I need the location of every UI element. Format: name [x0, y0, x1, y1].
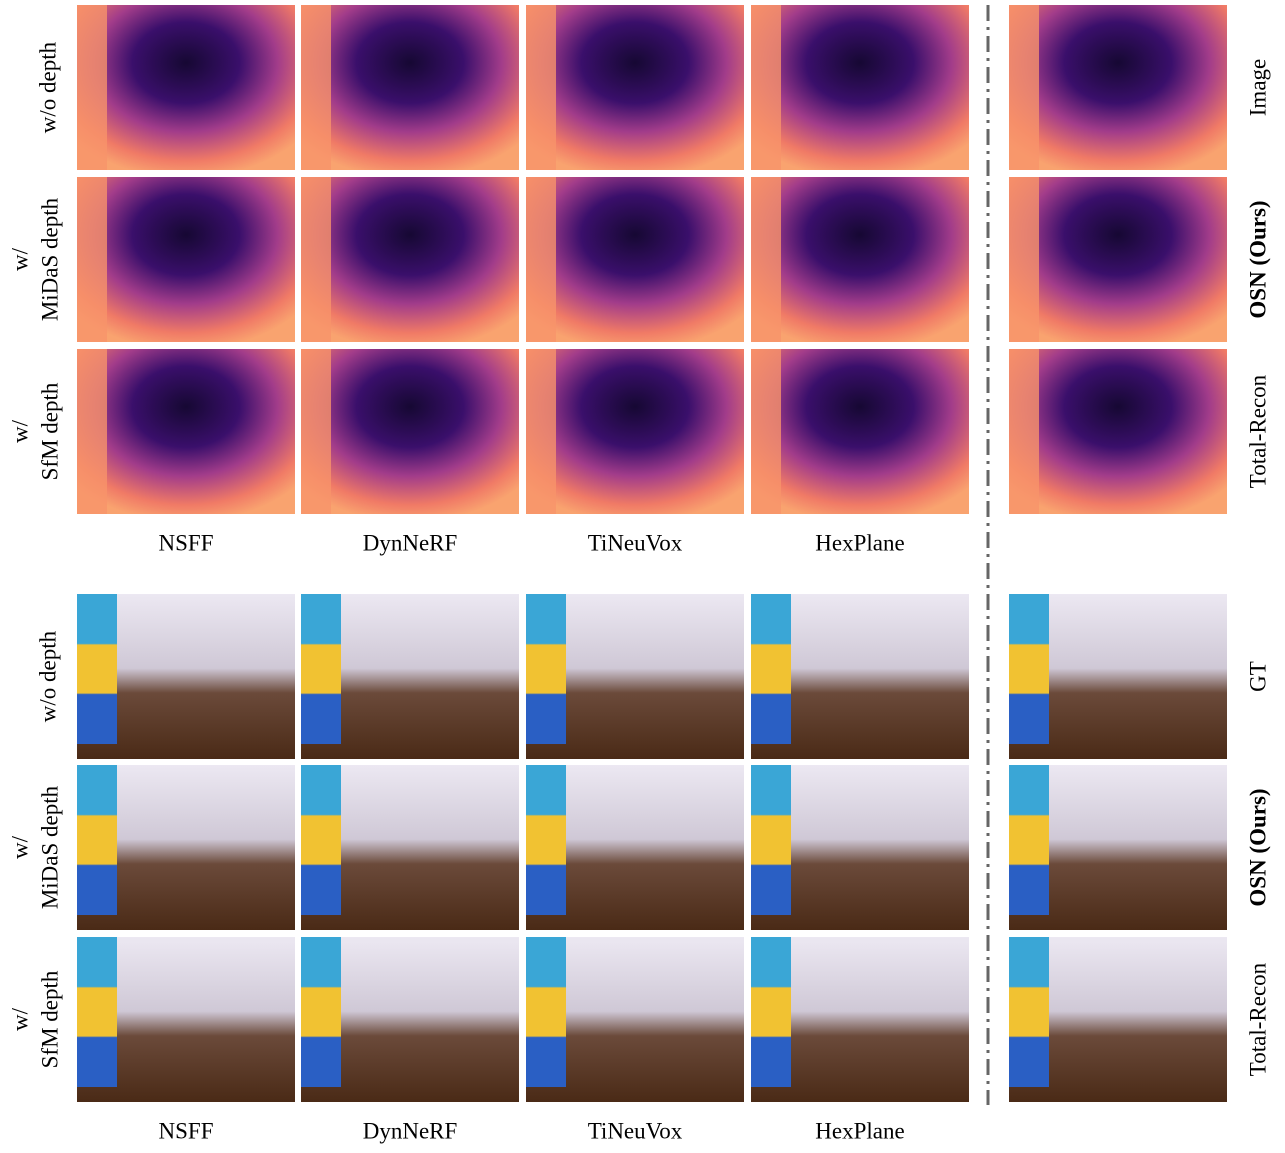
image-panel — [1009, 5, 1227, 170]
image-panel — [301, 177, 519, 342]
image-panel — [526, 349, 744, 514]
image-panel — [77, 177, 295, 342]
image-panel — [751, 349, 969, 514]
right-label: Total-Recon — [1245, 374, 1270, 488]
image-panel-detail — [301, 594, 341, 744]
image-panel-detail — [526, 937, 566, 1087]
image-panel — [526, 5, 744, 170]
image-panel-detail — [1009, 937, 1049, 1087]
figure: w/o depth Image w/MiDaS depth OSN (Ours) w/S… — [0, 0, 1285, 1153]
image-panel — [751, 5, 969, 170]
image-panel — [301, 349, 519, 514]
image-panel-detail — [301, 177, 331, 342]
image-panel-detail — [751, 765, 791, 915]
image-panel-detail — [301, 5, 331, 170]
image-panel-detail — [301, 937, 341, 1087]
image-panel-detail — [77, 5, 107, 170]
image-panel-detail — [526, 177, 556, 342]
image-panel-detail — [751, 594, 791, 744]
right-label: Total-Recon — [1245, 962, 1270, 1076]
column-label: HexPlane — [815, 1118, 904, 1143]
image-panel-detail — [751, 5, 781, 170]
image-panel-detail — [77, 177, 107, 342]
column-label: TiNeuVox — [588, 530, 683, 555]
image-panel-detail — [1009, 5, 1039, 170]
right-label: Image — [1245, 59, 1270, 116]
row-label: w/o depth — [35, 630, 60, 722]
image-panel-detail — [751, 937, 791, 1087]
image-panel-detail — [526, 594, 566, 744]
image-panel-detail — [77, 349, 107, 514]
column-label: DynNeRF — [363, 530, 458, 555]
right-label: OSN (Ours) — [1245, 788, 1270, 906]
row-label: MiDaS depth — [37, 197, 62, 321]
column-label: DynNeRF — [363, 1118, 458, 1143]
row-label: w/ — [7, 419, 32, 443]
column-label: TiNeuVox — [588, 1118, 683, 1143]
image-panel-detail — [1009, 349, 1039, 514]
column-label: HexPlane — [815, 530, 904, 555]
image-panel — [1009, 177, 1227, 342]
column-label: NSFF — [159, 530, 214, 555]
image-panel-detail — [1009, 594, 1049, 744]
right-label: GT — [1245, 661, 1270, 692]
image-panel-detail — [526, 765, 566, 915]
row-label: w/ — [7, 835, 32, 859]
row-label: MiDaS depth — [37, 785, 62, 909]
row-label: w/ — [7, 1007, 32, 1031]
image-panel — [751, 177, 969, 342]
image-panel — [1009, 349, 1227, 514]
image-panel-detail — [77, 594, 117, 744]
image-panel-detail — [301, 349, 331, 514]
image-panel-detail — [77, 937, 117, 1087]
image-panel-detail — [526, 349, 556, 514]
image-panel-detail — [1009, 177, 1039, 342]
column-label: NSFF — [159, 1118, 214, 1143]
image-panel — [526, 177, 744, 342]
right-label: OSN (Ours) — [1245, 200, 1270, 318]
image-panel-detail — [526, 5, 556, 170]
row-label: SfM depth — [37, 970, 62, 1068]
image-panel — [77, 5, 295, 170]
row-label: w/o depth — [35, 41, 60, 133]
image-panel — [301, 5, 519, 170]
image-panel-detail — [751, 177, 781, 342]
image-panel-detail — [751, 349, 781, 514]
image-panel-detail — [77, 765, 117, 915]
row-label: SfM depth — [37, 382, 62, 480]
image-panel-detail — [1009, 765, 1049, 915]
image-panel-detail — [301, 765, 341, 915]
row-label: w/ — [7, 247, 32, 271]
image-panel — [77, 349, 295, 514]
